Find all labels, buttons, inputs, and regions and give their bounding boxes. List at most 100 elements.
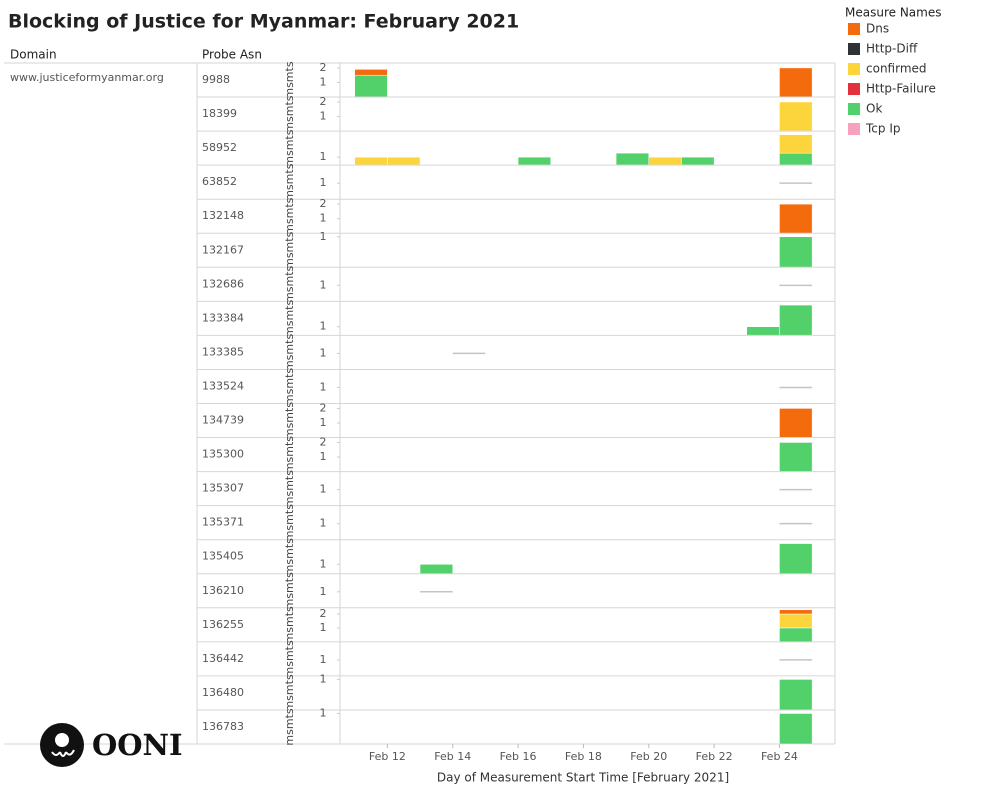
legend-label: confirmed bbox=[866, 62, 927, 76]
bar-segment bbox=[648, 156, 682, 166]
probe-asn: 9988 bbox=[202, 73, 230, 86]
probe-asn: 136783 bbox=[202, 720, 244, 733]
y-axis-title: msmts bbox=[283, 129, 296, 166]
legend-label: Dns bbox=[866, 22, 889, 36]
y-tick-label: 1 bbox=[320, 346, 327, 359]
y-axis-title: msmts bbox=[283, 197, 296, 234]
probe-asn: 63852 bbox=[202, 175, 237, 188]
probe-asn: 136210 bbox=[202, 584, 244, 597]
legend-title: Measure Names bbox=[845, 6, 941, 20]
bar-segment bbox=[517, 156, 551, 166]
y-tick-label: 1 bbox=[320, 75, 327, 88]
y-tick-label: 2 bbox=[320, 435, 327, 448]
x-tick-label: Feb 14 bbox=[434, 750, 471, 763]
y-axis-title: msmts bbox=[283, 606, 296, 643]
bar-segment bbox=[779, 679, 813, 711]
x-tick-label: Feb 22 bbox=[696, 750, 733, 763]
column-header: Probe Asn bbox=[202, 48, 262, 62]
y-tick-label: 1 bbox=[320, 672, 327, 685]
bar-segment bbox=[779, 134, 813, 154]
legend-label: Http-Failure bbox=[866, 82, 936, 96]
legend-swatch bbox=[848, 123, 860, 135]
y-tick-label: 2 bbox=[320, 401, 327, 414]
probe-asn: 132167 bbox=[202, 243, 244, 256]
probe-asn: 135307 bbox=[202, 482, 244, 495]
y-tick-label: 1 bbox=[320, 278, 327, 291]
probe-asn: 136255 bbox=[202, 618, 244, 631]
bar-segment bbox=[779, 67, 813, 98]
bar-segment bbox=[779, 627, 813, 643]
y-tick-label: 2 bbox=[320, 95, 327, 108]
logo-icon bbox=[55, 733, 69, 747]
legend-swatch bbox=[848, 103, 860, 115]
y-tick-label: 2 bbox=[320, 61, 327, 74]
bar-segment bbox=[779, 408, 813, 438]
bar-segment bbox=[779, 152, 813, 166]
probe-asn: 135300 bbox=[202, 448, 244, 461]
probe-asn: 135405 bbox=[202, 550, 244, 563]
y-tick-label: 1 bbox=[320, 110, 327, 123]
probe-asn: 58952 bbox=[202, 141, 237, 154]
probe-asn: 132686 bbox=[202, 277, 244, 290]
y-axis-title: msmts bbox=[283, 640, 296, 677]
probe-asn: 136442 bbox=[202, 652, 244, 665]
legend-swatch bbox=[848, 43, 860, 55]
bar-segment bbox=[779, 236, 813, 268]
bar-segment bbox=[615, 152, 650, 166]
probe-asn: 133385 bbox=[202, 345, 244, 358]
y-axis-title: msmts bbox=[283, 95, 296, 132]
y-tick-label: 1 bbox=[320, 176, 327, 189]
x-tick-label: Feb 12 bbox=[369, 750, 406, 763]
x-tick-label: Feb 20 bbox=[630, 750, 667, 763]
bar-segment bbox=[354, 156, 388, 166]
y-tick-label: 1 bbox=[320, 517, 327, 530]
probe-asn: 135371 bbox=[202, 516, 244, 529]
y-tick-label: 1 bbox=[320, 653, 327, 666]
legend-swatch bbox=[848, 23, 860, 35]
bar-segment bbox=[779, 609, 813, 615]
legend-label: Tcp Ip bbox=[865, 122, 900, 136]
y-axis-title: msmts bbox=[283, 61, 296, 98]
y-tick-label: 1 bbox=[320, 450, 327, 463]
probe-asn: 133384 bbox=[202, 311, 244, 324]
x-tick-label: Feb 18 bbox=[565, 750, 602, 763]
legend-swatch bbox=[848, 83, 860, 95]
y-axis-title: msmts bbox=[283, 504, 296, 541]
x-tick-label: Feb 24 bbox=[761, 750, 798, 763]
bar-segment bbox=[419, 564, 453, 575]
y-axis-title: msmts bbox=[283, 265, 296, 302]
y-axis-title: msmts bbox=[283, 538, 296, 575]
y-axis-title: msmts bbox=[283, 163, 296, 200]
y-axis-title: msmts bbox=[283, 300, 296, 337]
y-tick-label: 1 bbox=[320, 585, 327, 598]
bar-segment bbox=[779, 543, 813, 574]
probe-asn: 136480 bbox=[202, 686, 244, 699]
bar-segment bbox=[681, 156, 715, 166]
y-axis-title: msmts bbox=[283, 470, 296, 507]
bar-segment bbox=[387, 156, 421, 166]
logo: OONI bbox=[40, 723, 183, 767]
bar-segment bbox=[354, 69, 388, 76]
bar-segment bbox=[779, 613, 813, 629]
bar-segment bbox=[354, 74, 388, 98]
y-axis-title: msmts bbox=[283, 334, 296, 371]
probe-asn: 132148 bbox=[202, 209, 244, 222]
y-axis-title: msmts bbox=[283, 402, 296, 439]
y-tick-label: 2 bbox=[320, 607, 327, 620]
y-tick-label: 1 bbox=[320, 320, 327, 333]
legend-label: Ok bbox=[866, 102, 882, 116]
y-tick-label: 1 bbox=[320, 706, 327, 719]
legend-swatch bbox=[848, 63, 860, 75]
y-axis-title: msmts bbox=[283, 674, 296, 711]
y-tick-label: 2 bbox=[320, 197, 327, 210]
probe-asn: 18399 bbox=[202, 107, 237, 120]
y-axis-title: msmts bbox=[283, 572, 296, 609]
column-header: Domain bbox=[10, 48, 57, 62]
y-tick-label: 1 bbox=[320, 380, 327, 393]
chart-title: Blocking of Justice for Myanmar: Februar… bbox=[8, 11, 519, 33]
y-tick-label: 1 bbox=[320, 416, 327, 429]
legend-label: Http-Diff bbox=[866, 42, 918, 56]
y-axis-title: msmts bbox=[283, 708, 296, 745]
y-tick-label: 1 bbox=[320, 212, 327, 225]
